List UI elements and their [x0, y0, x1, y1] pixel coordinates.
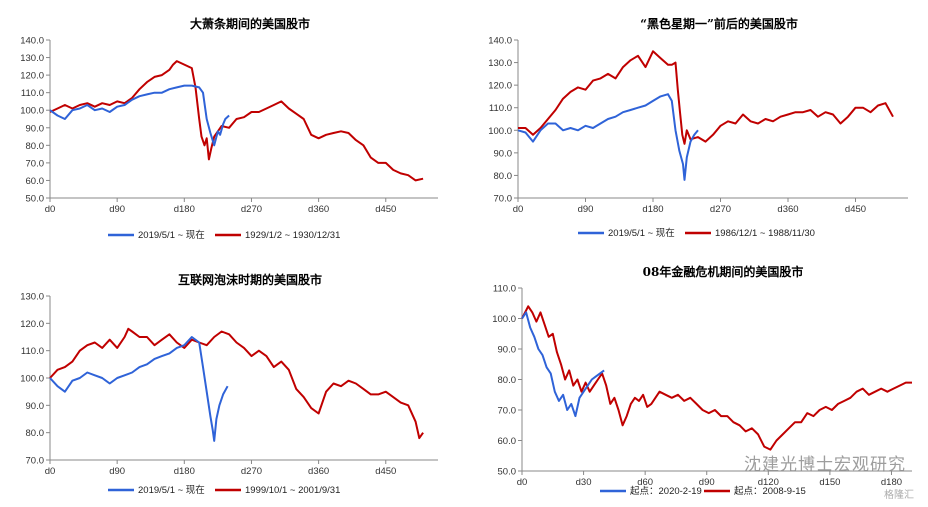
x-tick-label: d180 [881, 477, 902, 488]
y-tick-label: 130.0 [488, 58, 512, 69]
y-tick-label: 100.0 [20, 106, 44, 117]
x-tick-label: d450 [375, 466, 396, 477]
x-tick-label: d180 [174, 466, 195, 477]
legend-label-red: 1929/1/2 ~ 1930/12/31 [245, 230, 340, 241]
y-tick-label: 90.0 [494, 148, 513, 159]
chart-title: 大萧条期间的美国股市 [190, 16, 310, 31]
legend-label-blue: 2019/5/1 ~ 现在 [138, 229, 205, 241]
y-tick-label: 140.0 [488, 36, 512, 47]
watermark-text: 沈建光博士宏观研究 [744, 455, 906, 475]
chart-panel-2: “黑色星期一”前后的美国股市 70.0 80.0 90.0 100.0 110.0 120.… [488, 16, 908, 239]
y-tick-label: 60.0 [498, 436, 517, 447]
y-tick-label: 80.0 [26, 141, 45, 152]
chart-panel-4: 08年金融危机期间的美国股市 50.0 60.0 70.0 80.0 90.0 100.0 1… [492, 264, 912, 497]
legend-label-red: 1986/12/1 ~ 1988/11/30 [715, 228, 815, 239]
x-tick-label: d270 [241, 204, 262, 215]
chart-panel-3: 互联网泡沫时期的美国股市 70.0 80.0 90.0 100.0 110.0 120.0 1… [20, 272, 438, 496]
y-tick-label: 120.0 [20, 71, 44, 82]
y-tick-label: 50.0 [498, 467, 517, 478]
x-tick-label: d90 [578, 204, 594, 215]
legend-label-blue: 2019/5/1 ~ 现在 [608, 227, 675, 239]
y-tick-label: 120.0 [488, 81, 512, 92]
series-line-red [49, 327, 424, 440]
series-line-red [49, 60, 424, 182]
y-tick-label: 90.0 [26, 123, 45, 134]
legend-label-blue: 起点：2020-2-19 [630, 486, 702, 497]
y-tick-label: 70.0 [26, 456, 45, 467]
x-tick-label: d90 [699, 477, 715, 488]
x-tick-label: d60 [637, 477, 653, 488]
x-tick-label: d360 [308, 466, 329, 477]
x-tick-label: d270 [241, 466, 262, 477]
x-tick-label: d90 [109, 466, 125, 477]
y-tick-label: 110.0 [21, 346, 44, 357]
series-line-blue [517, 93, 699, 181]
y-tick-label: 110.0 [493, 284, 516, 295]
y-tick-label: 130.0 [20, 53, 44, 64]
y-tick-label: 140.0 [20, 36, 44, 47]
y-tick-label: 80.0 [26, 428, 45, 439]
x-tick-label: d90 [109, 204, 125, 215]
x-tick-label: d180 [642, 204, 663, 215]
y-tick-label: 90.0 [498, 345, 517, 356]
y-tick-label: 70.0 [494, 194, 513, 205]
y-tick-label: 100.0 [492, 314, 516, 325]
x-tick-label: d120 [758, 477, 779, 488]
x-tick-label: d450 [375, 204, 396, 215]
watermark-logo: 格隆汇 [884, 490, 914, 501]
y-tick-label: 80.0 [494, 171, 513, 182]
legend-label-blue: 2019/5/1 ~ 现在 [138, 484, 205, 496]
y-tick-label: 70.0 [498, 406, 517, 417]
series-line-blue [49, 336, 229, 442]
legend-label-red: 1999/10/1 ~ 2001/9/31 [245, 485, 340, 496]
x-tick-label: d360 [308, 204, 329, 215]
series-line-blue [49, 84, 230, 147]
x-tick-label: d360 [777, 204, 798, 215]
series-line-blue [521, 311, 605, 418]
x-tick-label: d450 [845, 204, 866, 215]
y-tick-label: 110.0 [489, 103, 512, 114]
chart-panel-1: 大萧条期间的美国股市 50.0 60.0 70.0 80.0 90.0 100.0 110.0… [20, 16, 438, 241]
x-tick-label: d0 [517, 477, 528, 488]
y-tick-label: 90.0 [26, 401, 45, 412]
y-tick-label: 100.0 [488, 126, 512, 137]
y-tick-label: 70.0 [26, 158, 45, 169]
x-tick-label: d0 [45, 466, 56, 477]
legend-label-red: 起点：2008-9-15 [734, 486, 806, 497]
x-tick-label: d0 [513, 204, 524, 215]
x-tick-label: d180 [174, 204, 195, 215]
series-line-red [518, 50, 894, 145]
y-tick-label: 110.0 [21, 88, 44, 99]
y-tick-label: 100.0 [20, 374, 44, 385]
y-tick-label: 120.0 [20, 319, 44, 330]
y-tick-label: 130.0 [20, 292, 44, 303]
chart-title: 08年金融危机期间的美国股市 [643, 264, 804, 279]
y-tick-label: 80.0 [498, 375, 517, 386]
y-tick-label: 50.0 [26, 194, 45, 205]
y-tick-label: 60.0 [26, 176, 45, 187]
chart-title: “黑色星期一”前后的美国股市 [640, 16, 798, 31]
chart-title: 互联网泡沫时期的美国股市 [178, 272, 322, 287]
x-tick-label: d150 [819, 477, 840, 488]
series-line-red [521, 305, 912, 451]
x-tick-label: d30 [576, 477, 592, 488]
x-tick-label: d0 [45, 204, 56, 215]
x-tick-label: d270 [710, 204, 731, 215]
